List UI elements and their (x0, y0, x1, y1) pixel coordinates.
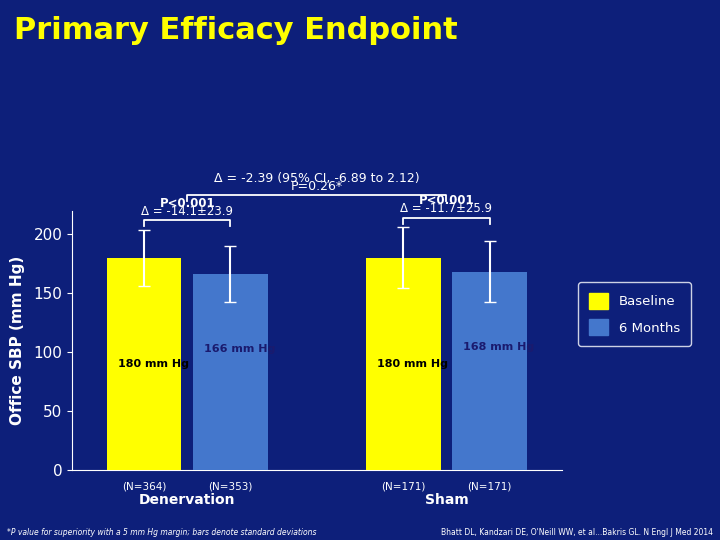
Text: Bhatt DL, Kandzari DE, O'Neill WW, et al...Bakris GL. N Engl J Med 2014: Bhatt DL, Kandzari DE, O'Neill WW, et al… (441, 528, 713, 537)
Text: Δ = -2.39 (95% CI, -6.89 to 2.12): Δ = -2.39 (95% CI, -6.89 to 2.12) (214, 172, 420, 185)
Text: Δ = -11.7±25.9: Δ = -11.7±25.9 (400, 202, 492, 215)
Bar (452, 272, 527, 470)
Text: (N=171): (N=171) (381, 482, 426, 491)
Text: P=0.26*: P=0.26* (291, 180, 343, 193)
Y-axis label: Office SBP (mm Hg): Office SBP (mm Hg) (10, 255, 25, 425)
Text: Primary Efficacy Endpoint: Primary Efficacy Endpoint (14, 16, 458, 45)
Text: 180 mm Hg: 180 mm Hg (377, 359, 448, 369)
Text: P<0.001: P<0.001 (418, 194, 474, 207)
Bar (107, 258, 181, 470)
Legend: Baseline, 6 Months: Baseline, 6 Months (578, 282, 690, 346)
Text: (N=353): (N=353) (208, 482, 253, 491)
Bar (366, 258, 441, 470)
Text: 166 mm Hg: 166 mm Hg (204, 343, 276, 354)
Text: 168 mm Hg: 168 mm Hg (464, 342, 535, 352)
Text: Denervation: Denervation (139, 494, 235, 508)
Text: Δ = -14.1±23.9: Δ = -14.1±23.9 (141, 205, 233, 218)
Text: (N=171): (N=171) (467, 482, 512, 491)
Bar (193, 274, 268, 470)
Text: *P value for superiority with a 5 mm Hg margin; bars denote standard deviations: *P value for superiority with a 5 mm Hg … (7, 528, 317, 537)
Text: Sham: Sham (425, 494, 468, 508)
Text: 180 mm Hg: 180 mm Hg (118, 359, 189, 369)
Text: (N=364): (N=364) (122, 482, 166, 491)
Text: P<0.001: P<0.001 (159, 197, 215, 210)
